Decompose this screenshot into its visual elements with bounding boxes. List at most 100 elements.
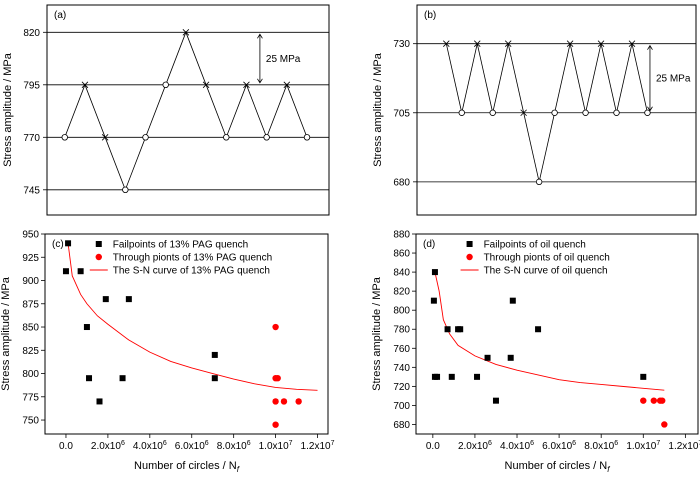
failpoint-marker xyxy=(444,326,451,333)
failpoint-marker xyxy=(86,375,93,382)
y-tick-label: 745 xyxy=(23,185,40,196)
x-tick-mantissa: 6.0x10 xyxy=(542,441,572,452)
x-tick-mantissa: 2.0x10 xyxy=(91,441,121,452)
failpoint-marker xyxy=(474,373,481,380)
failed-point xyxy=(566,40,574,47)
cross-stroke xyxy=(520,109,527,117)
y-tick-label: 740 xyxy=(393,363,410,374)
survived-point xyxy=(61,134,68,141)
y-tick-label: 730 xyxy=(393,39,410,50)
plot-frame xyxy=(415,233,699,435)
y-axis-label: Stress amplitude / MPa xyxy=(371,276,383,391)
legend-label: Through pionts of oil quench xyxy=(484,253,610,264)
failed-point xyxy=(473,40,481,47)
plot-frame xyxy=(44,233,329,435)
y-tick-label: 800 xyxy=(22,369,39,380)
x-tick-exponent: 6 xyxy=(572,440,576,447)
stair-panel-1: 730 705 680 25 MPa (b) Stress amplitude / MPa xyxy=(372,4,697,216)
failed-point xyxy=(597,40,605,47)
cross-stroke xyxy=(243,81,250,89)
x-tick-mantissa: 8.0x10 xyxy=(584,441,614,452)
legend-label: The S-N curve of oil quench xyxy=(484,266,608,277)
legend-entry: The S-N curve of 13% PAG quench xyxy=(89,266,270,277)
survived-point xyxy=(551,109,558,116)
y-axis-label: Stress amplitude / MPa xyxy=(0,276,12,391)
y-tick-label: 750 xyxy=(22,416,39,427)
failed-point xyxy=(182,29,190,36)
annotation-label: 25 MPa xyxy=(266,54,301,65)
survived-point xyxy=(223,134,230,141)
survived-point xyxy=(535,178,543,186)
cross-stroke xyxy=(443,40,450,47)
x-tick-label: 1.0x107 xyxy=(259,440,293,452)
through-point-marker xyxy=(661,421,668,428)
failed-point xyxy=(628,40,636,47)
failpoint-marker xyxy=(484,354,491,361)
x-tick-exponent: 6 xyxy=(247,440,251,447)
x-tick-label: 2.0x106 xyxy=(91,440,125,452)
survived-point xyxy=(644,109,651,116)
sn-curve-line xyxy=(434,271,665,391)
x-tick-mantissa: 1.2x10 xyxy=(301,441,331,452)
x-tick-exponent: 6 xyxy=(488,440,492,447)
failpoint-marker xyxy=(211,375,218,382)
x-axis-label-subscript: f xyxy=(607,465,610,474)
through-point-marker xyxy=(274,374,281,382)
cross-stroke xyxy=(473,40,481,47)
x-tick-label: 2.0x106 xyxy=(458,440,492,452)
legend-entry: Failpoints of oil quench xyxy=(466,240,586,251)
y-tick-label: 850 xyxy=(22,323,39,334)
failed-point xyxy=(81,81,89,89)
x-tick-exponent: 6 xyxy=(205,440,209,447)
x-tick-mantissa: 1.2x10 xyxy=(668,441,698,452)
failpoint-marker xyxy=(507,354,514,361)
sn-curve-line xyxy=(67,243,318,391)
x-tick-exponent: 7 xyxy=(698,440,700,447)
through-point-marker xyxy=(295,398,302,405)
survived-point xyxy=(582,109,589,116)
y-tick-label: 820 xyxy=(393,287,410,298)
span-annotation: 25 MPa xyxy=(647,44,691,112)
x-tick-mantissa: 0.0 xyxy=(426,441,440,452)
legend-label: Failpoints of 13% PAG quench xyxy=(113,240,248,251)
y-tick-label: 860 xyxy=(393,249,410,260)
legend-entry: Failpoints of 13% PAG quench xyxy=(95,240,248,251)
cross-stroke xyxy=(566,40,574,47)
failpoint-marker xyxy=(535,326,542,333)
failed-point xyxy=(101,134,109,141)
x-tick-exponent: 7 xyxy=(289,440,293,447)
failed-point xyxy=(202,81,210,89)
y-tick-label: 880 xyxy=(393,230,410,241)
x-tick-mantissa: 1.0x10 xyxy=(626,441,656,452)
x-tick-label: 0.0 xyxy=(426,441,440,452)
x-tick-exponent: 7 xyxy=(331,440,335,447)
cross-stroke xyxy=(101,134,109,141)
x-axis-label-subscript: f xyxy=(237,465,240,474)
failpoint-marker xyxy=(492,397,499,404)
y-tick-label: 700 xyxy=(393,401,410,412)
failpoint-marker xyxy=(77,268,84,275)
through-point-marker xyxy=(659,397,666,404)
failpoint-marker xyxy=(509,297,516,304)
legend-label: Through pionts of 13% PAG quench xyxy=(113,253,272,264)
through-point-marker xyxy=(272,398,279,405)
plot-frame xyxy=(416,4,697,216)
panel-label: (a) xyxy=(54,10,66,21)
x-axis-label: Number of circles / Nf xyxy=(505,460,611,474)
x-tick-label: 1.2x107 xyxy=(668,440,700,452)
y-tick-label: 900 xyxy=(22,276,39,287)
failpoint-marker xyxy=(457,326,464,333)
y-tick-label: 800 xyxy=(393,306,410,317)
x-tick-label: 6.0x106 xyxy=(175,440,209,452)
failpoint-marker xyxy=(431,269,438,276)
x-tick-mantissa: 4.0x10 xyxy=(133,441,163,452)
survived-point xyxy=(142,134,149,141)
x-tick-exponent: 6 xyxy=(614,440,618,447)
x-tick-label: 4.0x106 xyxy=(133,440,167,452)
annotation-label: 25 MPa xyxy=(656,74,691,85)
cross-stroke xyxy=(628,40,636,47)
panel-label: (c) xyxy=(52,239,64,250)
